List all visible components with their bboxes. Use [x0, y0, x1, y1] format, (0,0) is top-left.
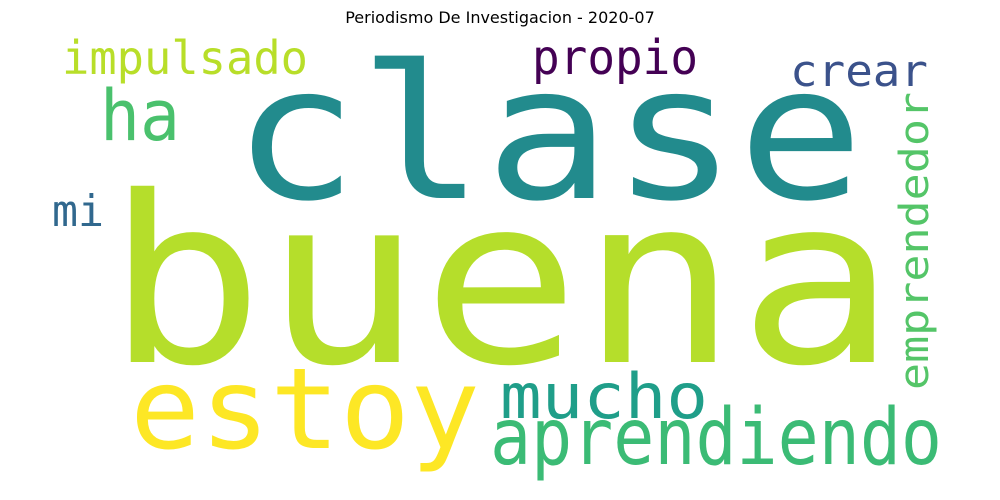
word-crear: crear — [790, 46, 928, 97]
word-mi: mi — [52, 186, 104, 237]
page-title: Periodismo De Investigacion - 2020-07 — [345, 8, 655, 27]
word-estoy: estoy — [130, 345, 480, 475]
word-propio: propio — [532, 30, 698, 86]
word-aprendiendo: aprendiendo — [490, 393, 942, 483]
word-clase: clase — [232, 25, 864, 242]
word-mucho: mucho — [500, 360, 708, 433]
word-impulsado: impulsado — [62, 31, 308, 85]
word-emprendedor: emprendedor — [892, 92, 938, 390]
word-buena: buena — [106, 147, 896, 417]
word-ha: ha — [100, 75, 180, 157]
